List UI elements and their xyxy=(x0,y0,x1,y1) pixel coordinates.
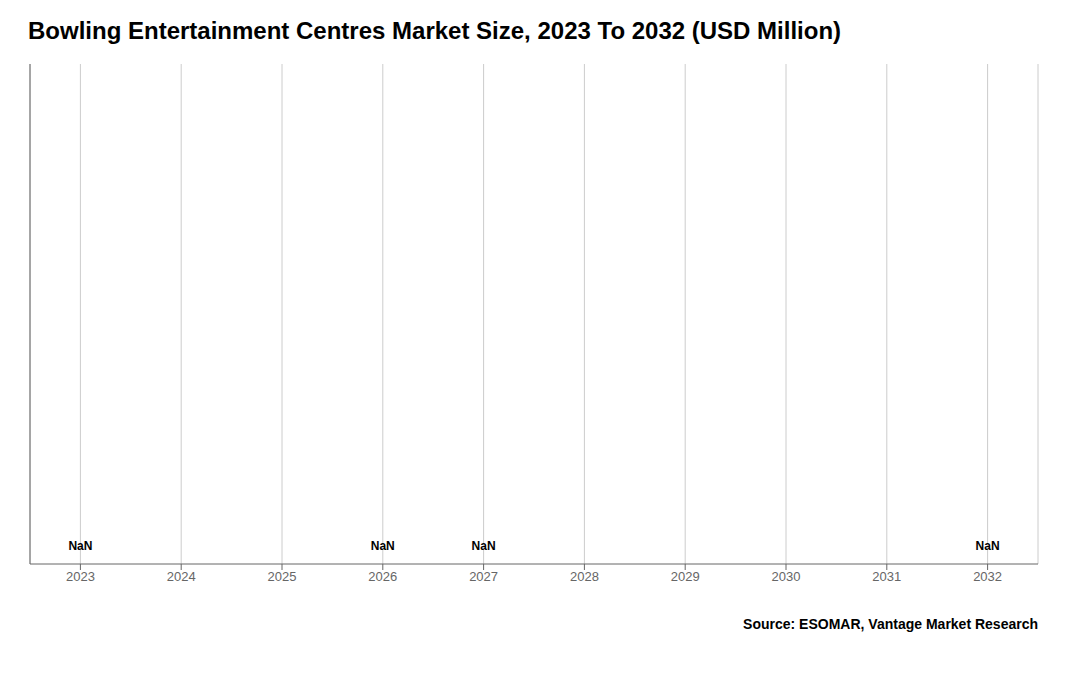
html-text:Bowling Entertainment Centres: Bowling Entertainment Centres Market Siz… xyxy=(28,17,842,44)
svg-text:2029: 2029 xyxy=(671,569,700,584)
svg-text:NaN: NaN xyxy=(68,539,92,553)
svg-text:2031: 2031 xyxy=(872,569,901,584)
svg-text:2032: 2032 xyxy=(973,569,1002,584)
html-text:Source: ESOMAR, Vantage Market: Source: ESOMAR, Vantage Market Research xyxy=(743,616,1038,632)
svg-text:2026: 2026 xyxy=(368,569,397,584)
svg-text:NaN: NaN xyxy=(371,539,395,553)
svg-text:2027: 2027 xyxy=(469,569,498,584)
svg-text:2024: 2024 xyxy=(167,569,196,584)
svg-text:2030: 2030 xyxy=(772,569,801,584)
svg-text:NaN: NaN xyxy=(472,539,496,553)
svg-text:2023: 2023 xyxy=(66,569,95,584)
svg-text:2025: 2025 xyxy=(268,569,297,584)
svg-text:NaN: NaN xyxy=(976,539,1000,553)
svg-text:2028: 2028 xyxy=(570,569,599,584)
